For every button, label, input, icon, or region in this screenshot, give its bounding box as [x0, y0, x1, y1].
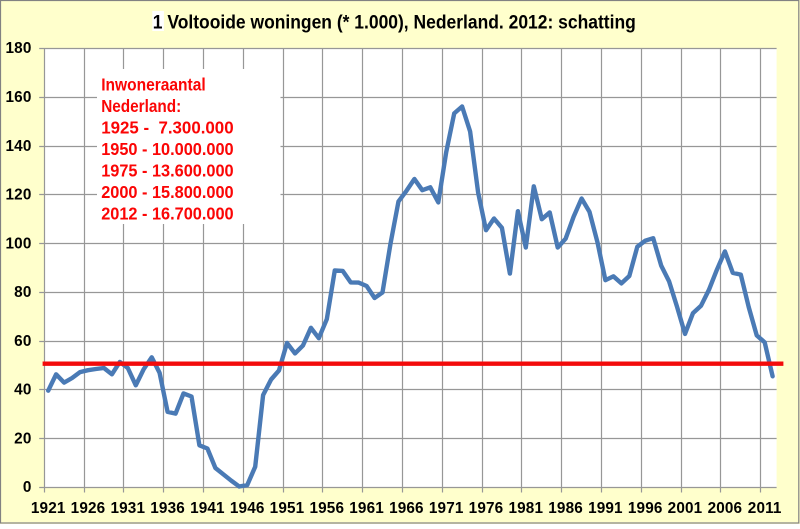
svg-text:120: 120 — [6, 187, 32, 204]
svg-text:1976: 1976 — [469, 500, 504, 517]
svg-text:2006: 2006 — [708, 500, 743, 517]
svg-text:1961: 1961 — [349, 500, 384, 517]
svg-text:2012 - 16.700.000: 2012 - 16.700.000 — [101, 204, 233, 224]
svg-text:1 Voltooide woningen (* 1.000): 1 Voltooide woningen (* 1.000), Nederlan… — [153, 12, 636, 33]
svg-text:140: 140 — [6, 138, 32, 155]
svg-text:1966: 1966 — [389, 500, 424, 517]
svg-text:1946: 1946 — [230, 500, 265, 517]
svg-text:1931: 1931 — [110, 500, 145, 517]
svg-text:Inwoneraantal: Inwoneraantal — [101, 75, 206, 95]
svg-text:2000 - 15.800.000: 2000 - 15.800.000 — [101, 182, 233, 202]
svg-text:1951: 1951 — [270, 500, 305, 517]
svg-text:20: 20 — [14, 430, 31, 447]
svg-text:1956: 1956 — [309, 500, 344, 517]
svg-text:1936: 1936 — [150, 500, 185, 517]
svg-text:1996: 1996 — [628, 500, 663, 517]
svg-text:1921: 1921 — [31, 500, 66, 517]
svg-text:Nederland:: Nederland: — [101, 96, 181, 116]
svg-text:1941: 1941 — [190, 500, 225, 517]
svg-text:1986: 1986 — [548, 500, 583, 517]
svg-text:1971: 1971 — [429, 500, 464, 517]
svg-text:180: 180 — [6, 40, 32, 57]
svg-text:80: 80 — [14, 284, 31, 301]
svg-text:1925 - 7.300.000: 1925 - 7.300.000 — [101, 118, 233, 138]
svg-text:2011: 2011 — [748, 500, 782, 517]
svg-text:1950 - 10.000.000: 1950 - 10.000.000 — [101, 139, 233, 159]
svg-text:1975 - 13.600.000: 1975 - 13.600.000 — [101, 161, 233, 181]
svg-text:2001: 2001 — [668, 500, 703, 517]
svg-text:100: 100 — [6, 235, 32, 252]
svg-text:0: 0 — [23, 479, 32, 496]
svg-text:1991: 1991 — [588, 500, 623, 517]
svg-text:1981: 1981 — [508, 500, 543, 517]
svg-text:160: 160 — [6, 89, 32, 106]
svg-text:1926: 1926 — [71, 500, 106, 517]
svg-text:40: 40 — [14, 382, 31, 399]
svg-text:60: 60 — [14, 333, 31, 350]
